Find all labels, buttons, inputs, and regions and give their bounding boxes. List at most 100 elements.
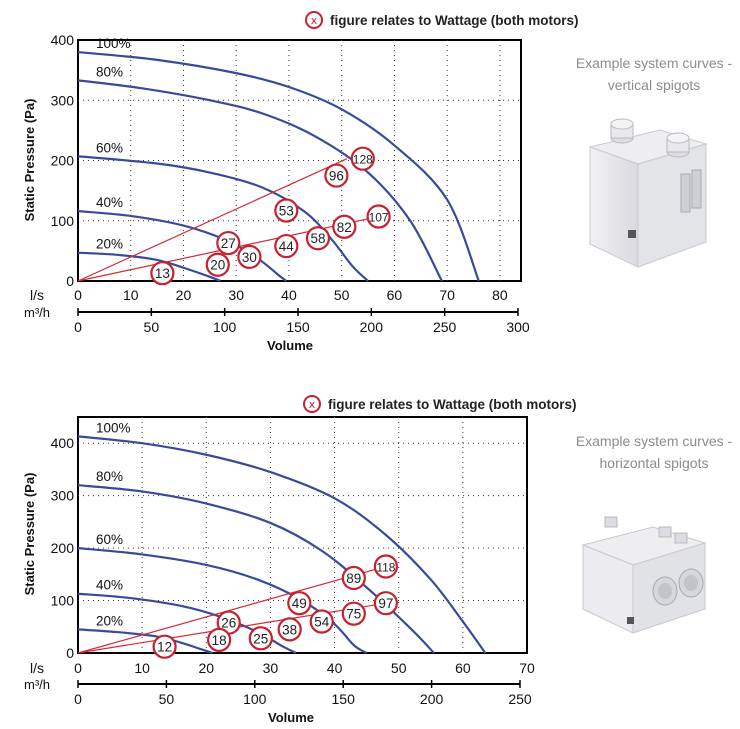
wattage-marker — [366, 204, 391, 229]
caption-line: Example system curves - — [575, 55, 733, 71]
series-label: 60% — [96, 140, 123, 155]
wattage-marker — [277, 617, 302, 642]
series-line-60pct — [77, 155, 369, 282]
y-tick-label: 100 — [51, 213, 75, 229]
system-curve-caption-vertical: Example system curves - vertical spigots — [564, 52, 740, 96]
wattage-marker — [350, 146, 375, 171]
wattage-marker — [341, 601, 366, 626]
x2-tick-label: 150 — [286, 319, 310, 335]
x-tick-label: 10 — [134, 660, 150, 676]
wattage-marker-label: 96 — [329, 169, 344, 184]
wattage-marker-label: 54 — [314, 615, 330, 630]
x-tick-label: 30 — [228, 287, 244, 303]
wattage-marker-label: 118 — [376, 560, 395, 574]
wattage-marker — [373, 554, 398, 579]
series-label: 40% — [96, 195, 123, 210]
system-curve-caption-horizontal: Example system curves - horizontal spigo… — [564, 430, 740, 474]
x-tick-label: 40 — [327, 660, 343, 676]
series-line-60pct — [77, 547, 368, 654]
wattage-marker-label: 30 — [242, 250, 257, 265]
series-label: 60% — [96, 532, 123, 547]
wattage-marker — [237, 244, 262, 269]
wattage-guide-line — [77, 158, 348, 282]
wattage-marker — [305, 226, 331, 251]
y-tick-label: 300 — [51, 488, 75, 504]
caption-line: Example system curves - — [575, 433, 733, 449]
wattage-marker-label: 107 — [369, 211, 389, 225]
series-line-80pct — [77, 484, 435, 654]
y-tick-label: 100 — [51, 593, 75, 609]
y-tick-label: 200 — [51, 540, 75, 556]
x-tick-label: 60 — [387, 287, 403, 303]
legend-text: figure relates to Wattage (both motors) — [330, 13, 579, 28]
x-tick-label: 30 — [263, 660, 279, 676]
legend-marker-icon — [305, 11, 323, 29]
x-tick-label: 20 — [176, 287, 192, 303]
wattage-marker-label: 12 — [157, 640, 172, 655]
wattage-marker-label: 97 — [378, 596, 393, 611]
wattage-marker — [274, 233, 299, 259]
x-unit-primary: l/s — [30, 660, 44, 676]
legend-marker-symbol: x — [309, 398, 316, 411]
wattage-marker-label: 58 — [310, 231, 325, 246]
y-tick-label: 200 — [51, 153, 75, 169]
series-line-100pct — [77, 50, 480, 282]
wattage-marker-label: 89 — [346, 571, 361, 586]
caption-line: vertical spigots — [607, 77, 701, 93]
x-tick-label: 0 — [74, 287, 82, 303]
x-tick-label: 10 — [123, 287, 139, 303]
x2-tick-label: 100 — [243, 691, 267, 707]
series-line-80pct — [77, 79, 443, 282]
x-tick-label: 40 — [281, 287, 297, 303]
x2-tick-label: 150 — [332, 691, 356, 707]
wattage-marker-label: 128 — [353, 153, 373, 167]
wattage-marker-label: 49 — [292, 596, 307, 611]
x-unit-secondary: m³/h — [24, 305, 50, 320]
wattage-marker — [274, 198, 299, 223]
wattage-marker-label: 82 — [337, 220, 352, 235]
x-tick-label: 70 — [519, 660, 535, 676]
x-tick-label: 50 — [334, 287, 350, 303]
wattage-marker-label: 38 — [282, 622, 297, 637]
wattage-marker-label: 20 — [210, 258, 225, 273]
x2-tick-label: 300 — [506, 319, 530, 335]
x-unit-primary: l/s — [30, 287, 44, 303]
y-axis-label: Static Pressure (Pa) — [22, 473, 37, 596]
wattage-marker — [152, 634, 177, 659]
wattage-marker — [324, 163, 349, 188]
x2-tick-label: 250 — [508, 691, 532, 707]
wattage-marker — [207, 627, 232, 652]
wattage-marker — [373, 591, 398, 616]
x-tick-label: 70 — [439, 287, 455, 303]
unit-photo-horizontal-spigots — [581, 516, 707, 634]
y-tick-label: 300 — [51, 92, 75, 108]
wattage-marker — [341, 565, 366, 591]
wattage-marker — [309, 609, 334, 634]
y-axis-label: Static Pressure (Pa) — [22, 99, 37, 222]
wattage-guide-line — [77, 565, 387, 654]
x2-tick-label: 250 — [433, 319, 457, 335]
y-tick-label: 400 — [51, 32, 75, 48]
legend-marker-symbol: x — [311, 14, 318, 27]
y-tick-label: 0 — [66, 645, 74, 661]
x2-tick-label: 200 — [420, 691, 444, 707]
x2-tick-label: 50 — [159, 691, 175, 707]
wattage-marker — [248, 626, 273, 651]
x-tick-label: 0 — [74, 660, 82, 676]
wattage-marker — [287, 591, 312, 616]
x-tick-label: 50 — [391, 660, 407, 676]
wattage-marker-label: 13 — [155, 266, 170, 281]
wattage-marker — [205, 252, 230, 277]
series-label: 100% — [96, 420, 131, 435]
wattage-marker-label: 75 — [346, 607, 361, 622]
x-tick-label: 20 — [198, 660, 214, 676]
series-label: 80% — [96, 64, 123, 79]
wattage-marker-label: 27 — [221, 236, 236, 251]
x-unit-secondary: m³/h — [24, 677, 50, 692]
x2-tick-label: 50 — [144, 319, 160, 335]
series-label: 20% — [96, 237, 123, 252]
y-tick-label: 0 — [66, 273, 74, 289]
wattage-marker — [332, 214, 357, 239]
unit-photo-vertical-spigots — [588, 118, 708, 268]
